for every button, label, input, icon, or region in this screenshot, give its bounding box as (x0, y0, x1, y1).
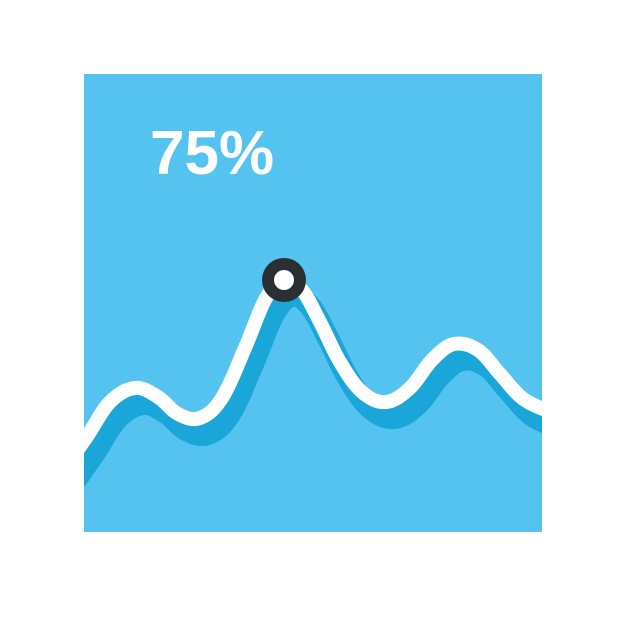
percentage-value: 75% (150, 118, 274, 189)
peak-marker-inner (274, 270, 294, 290)
trend-line-chart (0, 0, 626, 626)
